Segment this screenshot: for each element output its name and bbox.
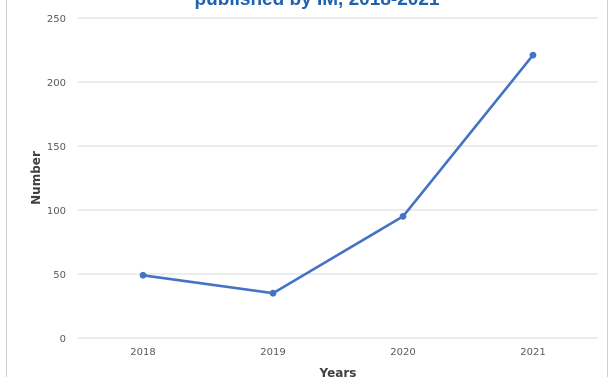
- series-line: [142, 54, 535, 295]
- y-axis-label: Number: [29, 151, 43, 205]
- x-tick-label: 2020: [390, 347, 415, 358]
- x-axis-label: Years: [319, 366, 357, 377]
- chart-title: published by IM, 2018-2021: [195, 0, 440, 10]
- y-tick-label: 150: [47, 142, 66, 153]
- x-tick-label: 2019: [260, 347, 285, 358]
- data-point: [269, 289, 277, 297]
- series-layer: [139, 51, 537, 297]
- y-tick-label: 250: [47, 14, 66, 25]
- y-tick-label: 200: [47, 78, 66, 89]
- data-point: [139, 271, 147, 279]
- data-point: [399, 213, 407, 220]
- y-tick-label: 100: [47, 206, 66, 217]
- y-tick-label: 50: [53, 270, 66, 281]
- x-tick-label: 2021: [520, 347, 545, 358]
- y-tick-label: 0: [60, 334, 66, 345]
- y-tick-labels: 0 50 100 150 200 250: [47, 14, 66, 345]
- chart-frame: [6, 0, 608, 377]
- x-tick-label: 2018: [130, 347, 155, 358]
- gridlines: [78, 17, 598, 339]
- data-point: [529, 51, 537, 59]
- x-tick-labels: 2018 2019 2020 2021: [130, 347, 545, 358]
